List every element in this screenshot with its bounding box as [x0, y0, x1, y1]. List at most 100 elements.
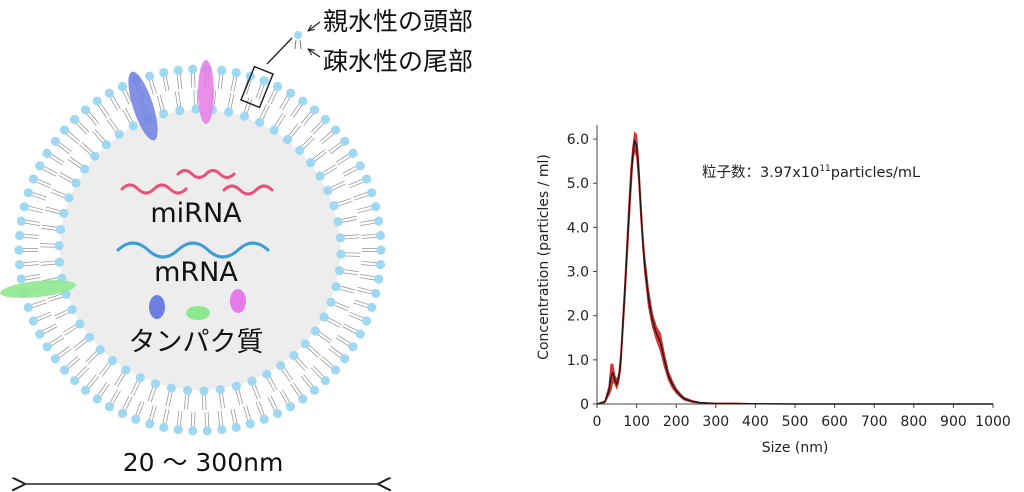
- lipid-head: [59, 125, 70, 135]
- lipid-head: [300, 339, 310, 349]
- lipid-tail: [330, 180, 345, 188]
- lipid-tail: [109, 117, 119, 131]
- lipid-tail: [57, 144, 70, 155]
- lipid-tail: [78, 120, 90, 133]
- lipid-tail: [328, 348, 341, 358]
- lipid-tail: [343, 272, 359, 276]
- y-tick-label: 0: [580, 397, 589, 413]
- lipid-tail: [122, 109, 131, 124]
- lipid-tail: [217, 410, 221, 426]
- lipid-head: [361, 316, 372, 326]
- lipid-tail: [337, 334, 351, 344]
- lipid-tail: [190, 411, 193, 427]
- lipid-tail: [238, 389, 244, 405]
- lipid-head: [217, 65, 227, 75]
- lipid-tail: [106, 119, 116, 133]
- lipid-tail: [135, 400, 142, 416]
- lipid-tail: [313, 123, 325, 135]
- lipid-tail: [284, 367, 294, 381]
- lipid-tail: [37, 178, 52, 186]
- lipid-head: [71, 178, 81, 188]
- lipid-head: [117, 408, 128, 419]
- lipid-head: [333, 217, 343, 227]
- lipid-head: [375, 259, 386, 270]
- lipid-head: [159, 68, 169, 78]
- lipid-tail: [25, 277, 41, 281]
- lipid-tail: [360, 222, 376, 226]
- lipid-head: [231, 68, 241, 78]
- lipid-tail: [176, 74, 180, 90]
- lipid-tail: [151, 79, 157, 95]
- mirna-strand: [120, 183, 188, 195]
- lipid-tail: [258, 84, 265, 100]
- lipid-tail: [31, 195, 46, 201]
- lipid-head: [371, 202, 381, 212]
- lipid-tail: [319, 131, 332, 142]
- lipid-tail: [68, 131, 81, 142]
- mirna-strand: [222, 184, 274, 196]
- lipid-tail: [279, 95, 288, 110]
- lipid-head: [315, 171, 325, 181]
- lipid-tail: [67, 159, 81, 169]
- lipid-tail: [357, 208, 373, 214]
- lipid-head: [159, 422, 169, 432]
- head-pointer-arrow: [308, 21, 321, 31]
- lipid-head: [310, 326, 321, 336]
- lipid-tail: [342, 166, 357, 174]
- lipid-tail: [357, 286, 373, 292]
- lipid-head: [150, 379, 161, 389]
- lipid-tail: [312, 149, 325, 160]
- lipid-tail: [303, 374, 314, 387]
- lipid-tail: [207, 411, 210, 427]
- lipid-tail: [303, 137, 315, 149]
- lipid-tail: [64, 327, 78, 336]
- lipid-tail: [138, 401, 145, 417]
- lipid-head: [272, 408, 283, 419]
- lipid-tail: [179, 74, 183, 90]
- lipid-tail: [270, 90, 278, 105]
- lipid-tail: [246, 80, 252, 95]
- lipid-head: [84, 332, 94, 342]
- lipid-tail: [36, 181, 51, 189]
- lipid-head: [309, 385, 320, 395]
- lipid-tail: [360, 274, 376, 278]
- lipid-tail: [51, 153, 65, 163]
- lipid-tail: [348, 314, 363, 322]
- lipid-tail: [69, 156, 83, 166]
- lipid-tail: [165, 408, 170, 424]
- lipid-head: [224, 107, 234, 117]
- lipid-tail: [293, 105, 303, 118]
- lipid-tail: [319, 331, 333, 341]
- lipid-head: [245, 419, 255, 429]
- lipid-tail: [356, 205, 372, 211]
- lipid-tail: [165, 391, 170, 407]
- mirna-strand: [176, 169, 236, 179]
- lipid-tail: [148, 80, 154, 95]
- lipid-tail: [338, 200, 353, 207]
- lipid-head: [295, 145, 305, 155]
- y-tick-label: 5.0: [567, 176, 589, 192]
- lipid-tail: [274, 112, 284, 127]
- lipid-tail: [49, 334, 63, 344]
- lipid-tail: [178, 91, 182, 107]
- lipid-head: [231, 381, 241, 391]
- lipid-tail: [348, 178, 363, 186]
- lipid-head: [50, 136, 60, 146]
- lipid-head: [217, 425, 227, 435]
- lipid-tail: [262, 105, 270, 120]
- lipid-head: [114, 129, 124, 140]
- exosome-interior: [60, 110, 340, 390]
- x-axis-label: Size (nm): [762, 440, 829, 456]
- lipid-head: [182, 385, 193, 396]
- tail-pointer-arrow: [308, 49, 321, 58]
- lipid-head: [323, 185, 333, 196]
- lipid-tail: [37, 314, 52, 322]
- lipid-tail: [218, 393, 222, 409]
- lipid-tail: [359, 277, 375, 281]
- lipid-tail: [343, 269, 359, 273]
- lipid-tail: [281, 369, 291, 383]
- lipid-head: [23, 188, 33, 198]
- lipid-tail: [344, 323, 358, 332]
- lipid-head: [173, 65, 183, 75]
